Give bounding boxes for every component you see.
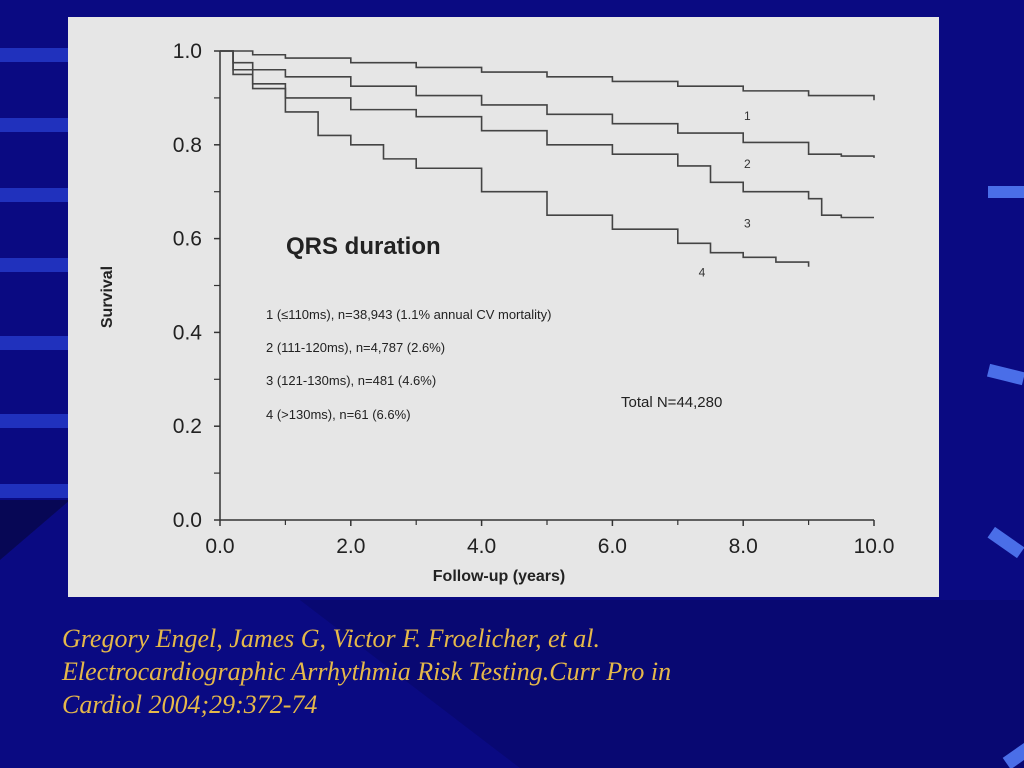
legend-title: QRS duration [286, 233, 441, 260]
background-shadow [300, 600, 1024, 768]
survival-curve-4 [220, 50, 810, 267]
background-stripe [0, 118, 70, 132]
x-tick-label: 6.0 [598, 535, 627, 558]
citation-line-1: Gregory Engel, James G, Victor F. Froeli… [62, 624, 600, 653]
legend-entry-3: 3 (121-130ms), n=481 (4.6%) [266, 373, 436, 388]
background-stripe [0, 48, 70, 62]
survival-curve-2 [220, 50, 875, 158]
curve-label-3: 3 [744, 216, 751, 230]
background-stripe [0, 258, 70, 272]
y-tick-label: 0.0 [173, 509, 202, 532]
curve-label-4: 4 [699, 266, 706, 280]
y-tick-label: 0.2 [173, 415, 202, 438]
background-accent [987, 526, 1024, 559]
x-tick-label: 0.0 [205, 535, 234, 558]
background-accent [986, 363, 1024, 386]
background-stripe [0, 336, 70, 350]
y-axis-title: Survival [99, 266, 116, 328]
curve-label-2: 2 [744, 157, 751, 171]
survival-curve-3 [220, 50, 874, 219]
background-stripe [0, 484, 70, 498]
x-axis-title: Follow-up (years) [433, 568, 565, 585]
citation-line-3: Cardiol 2004;29:372-74 [62, 690, 318, 719]
background-stripe [0, 414, 70, 428]
y-tick-label: 0.4 [173, 321, 203, 344]
chart-curves: 1 2 3 4 [220, 50, 875, 280]
chart-panel: 0.0 0.2 0.4 0.6 0.8 1.0 0.0 2.0 4.0 6.0 8.0 10.0 1 2… [68, 17, 939, 597]
citation-line-2: Electrocardiographic Arrhythmia Risk Tes… [62, 657, 672, 686]
legend-entry-2: 2 (111-120ms), n=4,787 (2.6%) [266, 340, 445, 355]
background-stripe [0, 188, 70, 202]
y-tick-label: 1.0 [173, 40, 202, 63]
x-tick-label: 4.0 [467, 535, 496, 558]
y-tick-label: 0.8 [173, 134, 202, 157]
curve-label-1: 1 [744, 109, 751, 123]
y-tick-label: 0.6 [173, 228, 202, 251]
background-shadow [0, 500, 70, 560]
background-accents [986, 186, 1024, 768]
x-tick-label: 8.0 [729, 535, 758, 558]
background-accent [1002, 740, 1024, 768]
survival-chart: 0.0 0.2 0.4 0.6 0.8 1.0 0.0 2.0 4.0 6.0 8.0 10.0 1 2… [99, 40, 895, 585]
x-tick-label: 10.0 [854, 535, 895, 558]
legend-entry-4: 4 (>130ms), n=61 (6.6%) [266, 407, 411, 422]
legend-entry-1: 1 (≤110ms), n=38,943 (1.1% annual CV mor… [266, 307, 551, 322]
background-accent [988, 186, 1024, 198]
background-stripes [0, 48, 1024, 768]
total-n-annotation: Total N=44,280 [621, 394, 722, 411]
chart-axes: 0.0 0.2 0.4 0.6 0.8 1.0 0.0 2.0 4.0 6.0 8.0 10.0 [173, 40, 895, 558]
citation: Gregory Engel, James G, Victor F. Froeli… [62, 622, 942, 721]
survival-curve-1 [220, 50, 875, 101]
x-tick-label: 2.0 [336, 535, 365, 558]
